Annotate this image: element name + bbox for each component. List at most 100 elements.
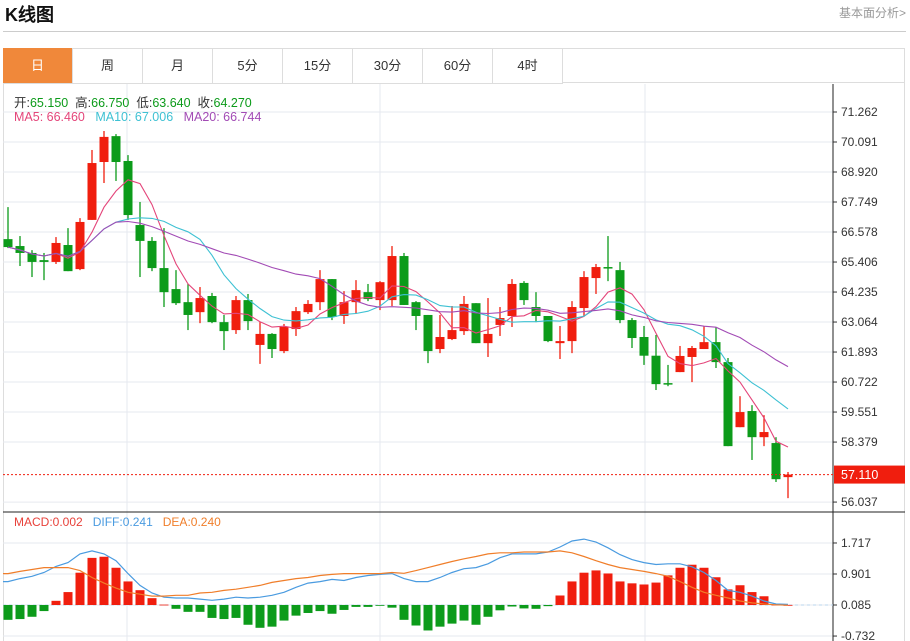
candle-body xyxy=(687,348,697,357)
tab-week[interactable]: 周 xyxy=(73,48,143,83)
last-price-label: 57.110 xyxy=(841,468,878,482)
macd-bar xyxy=(747,592,757,605)
candle xyxy=(159,228,169,308)
candle-body xyxy=(99,136,109,163)
candle-body xyxy=(75,221,85,270)
macd-bar xyxy=(255,605,265,628)
macd-bar xyxy=(519,605,529,609)
macd-bar xyxy=(387,605,397,608)
candle-body xyxy=(639,336,649,356)
candle xyxy=(675,345,685,373)
candle xyxy=(327,279,337,321)
macd-bar xyxy=(123,581,133,605)
candle-body xyxy=(723,362,733,447)
tab-30min[interactable]: 30分 xyxy=(353,48,423,83)
candle xyxy=(723,358,733,447)
chart-frame xyxy=(3,48,905,641)
candle xyxy=(267,333,277,359)
candle-body xyxy=(399,256,409,305)
candle-body xyxy=(111,136,121,163)
price-tick-label: 58.379 xyxy=(841,435,878,449)
macd-tick-label: 0.085 xyxy=(841,598,871,612)
candle-body xyxy=(243,300,253,322)
candle-body xyxy=(123,160,133,216)
tab-15min[interactable]: 15分 xyxy=(283,48,353,83)
macd-value: MACD:0.002 xyxy=(14,515,83,529)
macd-bar xyxy=(147,598,157,605)
macd-bar xyxy=(411,605,421,626)
macd-bar xyxy=(459,605,469,621)
macd-bar xyxy=(159,604,169,606)
macd-bar xyxy=(783,604,793,606)
dea-value: DEA:0.240 xyxy=(162,515,221,529)
candle xyxy=(339,291,349,324)
macd-bar xyxy=(291,605,301,616)
close-value: 64.270 xyxy=(213,96,252,110)
candle xyxy=(75,218,85,271)
price-tick-label: 68.920 xyxy=(841,165,878,179)
candle xyxy=(471,303,481,344)
macd-bar xyxy=(219,605,229,620)
macd-bar xyxy=(639,584,649,605)
macd-bar xyxy=(363,605,373,607)
candle-body xyxy=(483,333,493,344)
macd-bar xyxy=(471,605,481,625)
diff-line xyxy=(3,538,789,605)
candle xyxy=(507,279,517,328)
candle xyxy=(207,292,217,324)
price-tick-label: 61.893 xyxy=(841,345,878,359)
macd-bar xyxy=(63,592,73,605)
tab-day[interactable]: 日 xyxy=(3,48,73,83)
candle xyxy=(459,296,469,335)
candle xyxy=(735,396,745,428)
candle xyxy=(243,293,253,331)
candle xyxy=(147,237,157,272)
candle-body xyxy=(471,303,481,344)
candle-body xyxy=(615,270,625,321)
candle-body xyxy=(183,302,193,315)
macd-bar xyxy=(27,605,37,617)
candle xyxy=(255,322,265,364)
candle xyxy=(123,155,133,220)
macd-bar xyxy=(603,573,613,605)
tab-4hour[interactable]: 4时 xyxy=(493,48,563,83)
candle-body xyxy=(135,225,145,241)
macd-bar xyxy=(183,605,193,612)
dea-line xyxy=(3,550,789,606)
candle xyxy=(603,236,613,282)
macd-bar xyxy=(675,567,685,605)
candle-body xyxy=(339,302,349,316)
macd-info: MACD:0.002 DIFF:0.241 DEA:0.240 xyxy=(14,515,221,529)
macd-bar xyxy=(483,605,493,617)
candle-body xyxy=(783,474,793,478)
tab-5min[interactable]: 5分 xyxy=(213,48,283,83)
macd-tick-label: 0.901 xyxy=(841,567,871,581)
macd-bar xyxy=(267,605,277,627)
candle xyxy=(687,345,697,383)
candle xyxy=(27,250,37,278)
macd-bar xyxy=(447,605,457,624)
candle-body xyxy=(663,383,673,385)
macd-bar xyxy=(111,567,121,605)
macd-bar xyxy=(399,605,409,620)
candle xyxy=(711,327,721,368)
price-tick-label: 64.235 xyxy=(841,285,878,299)
candle-body xyxy=(423,314,433,352)
candle-body xyxy=(771,443,781,480)
fundamental-analysis-link[interactable]: 基本面分析> xyxy=(838,6,906,20)
candle xyxy=(183,283,193,331)
candle-body xyxy=(759,432,769,438)
candle xyxy=(591,263,601,294)
candle-body xyxy=(531,307,541,316)
candle-body xyxy=(87,163,97,220)
candle xyxy=(375,281,385,311)
tab-60min[interactable]: 60分 xyxy=(423,48,493,83)
macd-bar xyxy=(315,605,325,612)
candle xyxy=(555,325,565,360)
macd-bar xyxy=(303,605,313,613)
macd-bar xyxy=(207,605,217,618)
tab-month[interactable]: 月 xyxy=(143,48,213,83)
candle xyxy=(51,237,61,264)
ma5-value: MA5: 66.460 xyxy=(14,110,85,124)
